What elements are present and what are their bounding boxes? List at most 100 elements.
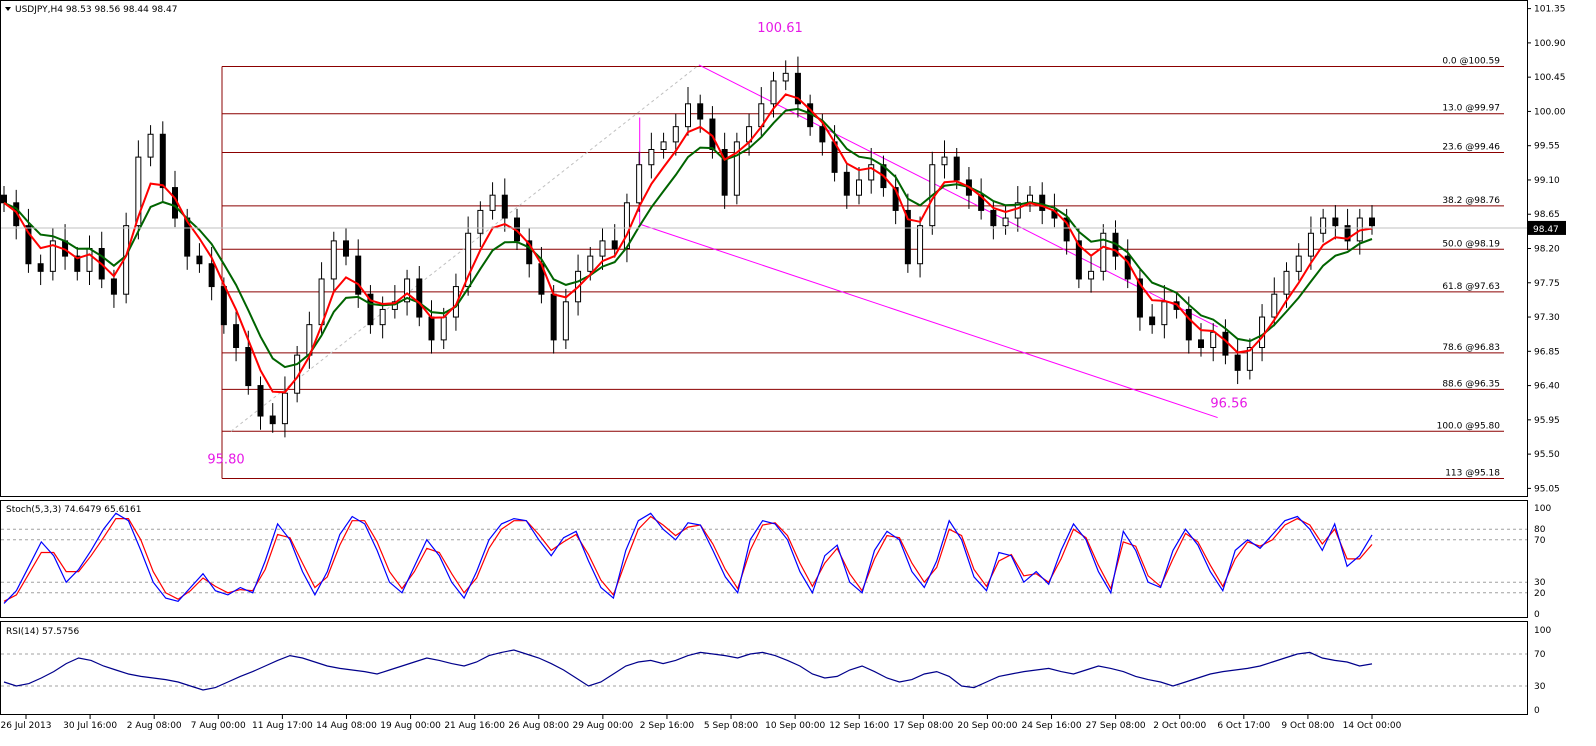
candle-body-11	[135, 156, 142, 227]
fib-label-8: 100.0 @95.80	[1437, 421, 1501, 431]
time-tick-label-8: 26 Aug 08:00	[508, 721, 569, 731]
candle-body-41	[501, 194, 508, 219]
candle-body-60	[733, 141, 740, 196]
candle-body-51	[623, 202, 630, 249]
candle-body-90	[1100, 232, 1107, 272]
time-tick-label-16: 24 Sep 16:00	[1021, 721, 1081, 731]
candle-body-30	[367, 293, 374, 326]
price-tick-label-14: 95.05	[1534, 484, 1560, 494]
candle-body-18	[220, 286, 227, 326]
price-tick-label-6: 98.65	[1534, 210, 1560, 220]
stoch-tick-label-2: 70	[1534, 536, 1546, 546]
candle-body-50	[611, 240, 618, 249]
candle-body-88	[1075, 240, 1082, 280]
candle-body-103	[1259, 316, 1266, 348]
rsi-title: RSI(14) 57.5756	[6, 627, 79, 637]
time-tick-label-20: 9 Oct 08:00	[1281, 721, 1334, 731]
time-tick-label-17: 27 Sep 08:00	[1086, 721, 1146, 731]
time-tick-label-7: 21 Aug 16:00	[444, 721, 505, 731]
stoch-line-0	[3, 515, 1373, 602]
time-tick-label-1: 30 Jul 16:00	[63, 721, 117, 731]
candle-body-89	[1088, 270, 1095, 280]
candle-body-94	[1149, 316, 1156, 326]
candle-body-31	[379, 308, 386, 326]
candle-body-106	[1295, 255, 1302, 272]
rsi-tick-label-0: 100	[1534, 626, 1551, 636]
price-tick-label-7: 98.20	[1534, 245, 1560, 255]
candle-body-13	[159, 133, 166, 189]
red-moving-average-line	[3, 93, 1373, 394]
rsi-indicator: 100 70 30 0	[1, 626, 1551, 716]
stoch-tick-label-0: 100	[1534, 504, 1551, 514]
candle-body-46	[562, 301, 569, 341]
time-tick-label-4: 11 Aug 17:00	[252, 721, 313, 731]
price-tick-label-9: 97.30	[1534, 313, 1560, 323]
rsi-tick-label-1: 70	[1534, 650, 1546, 660]
candle-body-16	[196, 255, 203, 265]
candle-body-48	[587, 255, 594, 272]
candle-body-28	[343, 240, 349, 257]
candle-body-63	[770, 80, 777, 105]
candle-body-85	[1039, 194, 1046, 211]
candle-body-17	[208, 263, 215, 288]
price-tick-label-0: 101.35	[1534, 5, 1566, 15]
candle-body-22	[269, 415, 276, 425]
candle-body-45	[550, 293, 557, 341]
candle-body-70	[856, 179, 862, 196]
stoch-tick-label-4: 20	[1534, 589, 1546, 599]
candle-body-35	[428, 316, 435, 341]
candle-body-32	[391, 301, 398, 310]
candle-body-69	[843, 171, 850, 196]
price-tick-label-2: 100.45	[1534, 73, 1566, 83]
time-tick-label-9: 29 Aug 00:00	[573, 721, 634, 731]
candle-body-2	[25, 225, 32, 265]
candle-body-52	[636, 164, 643, 204]
candle-body-64	[782, 72, 789, 82]
stoch-tick-label-5: 0	[1534, 610, 1540, 620]
stoch-panel	[0, 500, 1528, 618]
time-tick-label-2: 2 Aug 08:00	[127, 721, 182, 731]
chart-menu-triangle-icon[interactable]	[5, 7, 11, 11]
price-tick-label-1: 100.90	[1534, 39, 1566, 49]
green-moving-average-line	[3, 107, 1373, 369]
candle-body-12	[147, 133, 154, 158]
fib-label-0: 0.0 @100.59	[1442, 56, 1500, 66]
price-tick-label-3: 100.00	[1534, 107, 1566, 117]
candle-body-105	[1283, 270, 1290, 295]
fib-label-6: 78.6 @96.83	[1442, 343, 1500, 353]
last-price-badge	[1528, 220, 1566, 235]
candle-body-82	[1002, 217, 1009, 227]
time-tick-label-6: 19 Aug 00:00	[380, 721, 441, 731]
fib-label-7: 88.6 @96.35	[1442, 379, 1500, 389]
fib-label-2: 23.6 @99.46	[1442, 143, 1500, 153]
candle-body-75	[917, 225, 924, 265]
price-tick-label-5: 99.10	[1534, 176, 1560, 186]
candle-body-112	[1369, 217, 1375, 227]
fib-label-4: 50.0 @98.19	[1442, 239, 1500, 249]
candle-body-55	[672, 126, 679, 143]
candle-body-65	[794, 72, 801, 105]
stoch-title: Stoch(5,3,3) 74.6479 65.6161	[6, 505, 141, 515]
time-tick-label-19: 6 Oct 17:00	[1217, 721, 1270, 731]
time-tick-label-5: 14 Aug 08:00	[316, 721, 377, 731]
candle-body-110	[1344, 225, 1351, 242]
candle-body-9	[110, 278, 117, 295]
candle-body-54	[660, 141, 667, 150]
candle-body-77	[941, 156, 948, 166]
candle-body-73	[892, 187, 899, 211]
candle-body-0	[1, 194, 7, 204]
last-price-label: 98.47	[1533, 225, 1559, 235]
candle-body-71	[868, 164, 875, 181]
moving-averages	[1, 93, 1527, 394]
candle-body-93	[1136, 278, 1143, 318]
candle-body-20	[245, 347, 252, 387]
stoch-line-1	[3, 512, 1373, 604]
candle-body-95	[1161, 301, 1168, 326]
price-tick-label-8: 97.75	[1534, 279, 1560, 289]
candle-body-57	[697, 103, 704, 120]
rsi-panel	[0, 621, 1528, 715]
time-tick-label-11: 5 Sep 08:00	[704, 721, 759, 731]
candle-body-97	[1185, 308, 1192, 341]
candle-body-67	[819, 126, 826, 143]
